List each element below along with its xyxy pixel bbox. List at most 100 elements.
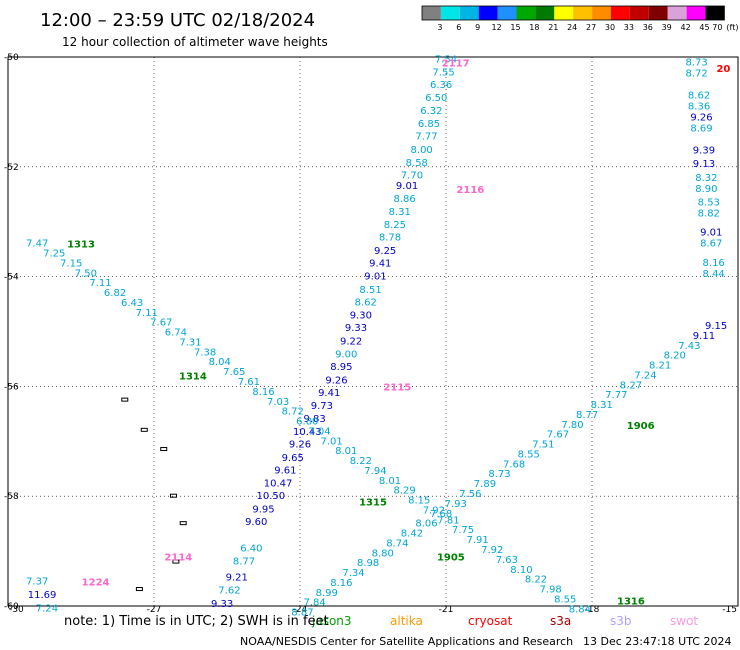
x-tick-label: -15 bbox=[722, 605, 737, 615]
y-tick-label: -56 bbox=[4, 382, 19, 392]
legend-swatch bbox=[592, 6, 611, 20]
wave-height-label: 8.74 bbox=[386, 538, 408, 549]
wave-height-label: 7.51 bbox=[532, 440, 554, 451]
legend-swatch bbox=[440, 6, 460, 20]
wave-height-label: 8.15 bbox=[408, 496, 430, 507]
color-legend: 3 6 9 12 15 18 21 24 27 30 33 36 39 42 45 70 (ft) bbox=[421, 5, 738, 32]
wave-height-label: 8.16 bbox=[252, 387, 274, 398]
wave-height-label: 7.77 bbox=[605, 390, 627, 401]
legend-swatch bbox=[648, 6, 668, 20]
wave-height-label: 8.04 bbox=[209, 357, 231, 368]
legend-swatch bbox=[422, 6, 441, 20]
wave-height-label: 9.60 bbox=[245, 517, 267, 528]
wave-height-label: 7.11 bbox=[89, 278, 111, 289]
time-annotation: 2115 bbox=[383, 382, 411, 393]
wave-height-label: 7.54 bbox=[435, 55, 457, 66]
wave-height-label: 6.74 bbox=[165, 328, 187, 339]
time-annotation: 2114 bbox=[164, 553, 192, 564]
legend-swatch bbox=[667, 6, 687, 20]
wave-height-label: 9.61 bbox=[274, 465, 296, 476]
wave-height-label: 8.31 bbox=[389, 207, 411, 218]
plot-frame bbox=[7, 56, 739, 607]
y-tick-label: -52 bbox=[4, 163, 19, 173]
wave-height-label: 8.99 bbox=[316, 588, 338, 599]
wave-height-label: 9.39 bbox=[693, 145, 715, 156]
wave-height-label: 7.63 bbox=[496, 555, 518, 566]
wave-height-label: 8.32 bbox=[695, 173, 717, 184]
x-tick-label: -30 bbox=[9, 605, 24, 615]
legend-label: 9 bbox=[475, 23, 480, 32]
wave-height-label: 8.10 bbox=[510, 565, 532, 576]
legend-swatch bbox=[686, 6, 706, 20]
legend-swatch bbox=[573, 6, 593, 20]
wave-height-label: 8.20 bbox=[664, 351, 686, 362]
wave-height-label: 8.27 bbox=[620, 380, 642, 391]
wave-height-label: 8.84 bbox=[569, 604, 591, 615]
wave-height-label: 8.95 bbox=[330, 362, 352, 373]
wave-height-label: 8.55 bbox=[518, 449, 540, 460]
wave-height-label: 8.98 bbox=[357, 558, 379, 569]
wave-height-label: 8.78 bbox=[379, 233, 401, 244]
wave-height-label: 10.43 bbox=[293, 427, 322, 438]
wave-height-label: 8.73 bbox=[488, 469, 510, 480]
wave-height-label: 7.37 bbox=[26, 576, 48, 587]
wave-height-label: 9.30 bbox=[350, 311, 372, 322]
wave-height-label: 7.68 bbox=[503, 459, 525, 470]
wave-height-label: 7.81 bbox=[437, 515, 459, 526]
wave-height-label: 7.11 bbox=[136, 308, 158, 319]
wave-height-label: 9.26 bbox=[325, 375, 347, 386]
wave-height-label: 8.42 bbox=[401, 529, 423, 540]
wave-height-label: 7.84 bbox=[303, 598, 325, 609]
wave-height-label: 9.41 bbox=[318, 388, 340, 399]
wave-height-label: 7.93 bbox=[445, 499, 467, 510]
wave-height-label: 8.82 bbox=[698, 208, 720, 219]
wave-height-label: 9.00 bbox=[335, 350, 357, 361]
wave-height-label: 8.51 bbox=[359, 285, 381, 296]
wave-height-label: 8.31 bbox=[591, 400, 613, 411]
satellite-label: altika bbox=[390, 614, 423, 628]
wave-height-label: 8.77 bbox=[233, 557, 255, 568]
wave-height-label: 7.67 bbox=[547, 430, 569, 441]
x-tick-label: -18 bbox=[585, 605, 600, 615]
plot-area: -30 -27 -24 -21 -18 -15 -50 -52 -54 -56 -58 -60 7.54… bbox=[4, 53, 739, 619]
satellite-label: s3a bbox=[550, 614, 571, 628]
x-tick-label: -24 bbox=[293, 605, 308, 615]
wave-height-label: 7.38 bbox=[194, 347, 216, 358]
wave-height-label: 9.26 bbox=[690, 112, 712, 123]
wave-height-label: 9.15 bbox=[705, 321, 727, 332]
wave-height-label: 8.55 bbox=[554, 594, 576, 605]
wave-height-label: 6.50 bbox=[425, 93, 447, 104]
wave-height-label: 7.67 bbox=[150, 318, 172, 329]
wave-height-label: 7.94 bbox=[364, 466, 386, 477]
wave-height-label: 9.01 bbox=[396, 181, 418, 192]
wave-height-label: 8.16 bbox=[703, 258, 725, 269]
wave-height-label: 6.43 bbox=[121, 298, 143, 309]
satellite-label: cryosat bbox=[468, 614, 513, 628]
time-annotation: 2117 bbox=[442, 58, 470, 69]
timestamp: 13 Dec 23:47:18 UTC 2024 bbox=[583, 635, 731, 648]
wave-height-label: 7.77 bbox=[415, 132, 437, 143]
wave-height-label: 7.65 bbox=[223, 367, 245, 378]
time-annotation: 20 bbox=[716, 64, 730, 75]
wave-height-label: 8.53 bbox=[698, 197, 720, 208]
wave-height-label: 7.75 bbox=[452, 525, 474, 536]
legend-swatch bbox=[516, 6, 536, 20]
legend-label: 33 bbox=[624, 23, 634, 32]
wave-height-label: 8.01 bbox=[379, 476, 401, 487]
wave-height-label: 8.25 bbox=[384, 220, 406, 231]
wave-height-label: 7.61 bbox=[238, 377, 260, 388]
wave-height-label: 8.73 bbox=[686, 57, 708, 68]
wave-height-label: 8.22 bbox=[525, 575, 547, 586]
x-tick-label: -27 bbox=[147, 605, 162, 615]
wave-height-label: 7.68 bbox=[430, 509, 452, 520]
legend-swatch bbox=[705, 6, 725, 20]
legend-swatch bbox=[535, 6, 555, 20]
wave-height-label: 8.44 bbox=[703, 269, 725, 280]
chart-subtitle: 12 hour collection of altimeter wave hei… bbox=[62, 35, 328, 49]
island-outline bbox=[160, 447, 168, 452]
y-tick-label: -50 bbox=[4, 53, 19, 63]
legend-label: 3 bbox=[437, 23, 442, 32]
wave-height-label: 6.36 bbox=[430, 80, 452, 91]
wave-height-label: 6.85 bbox=[418, 119, 440, 130]
legend-frame bbox=[421, 5, 725, 21]
